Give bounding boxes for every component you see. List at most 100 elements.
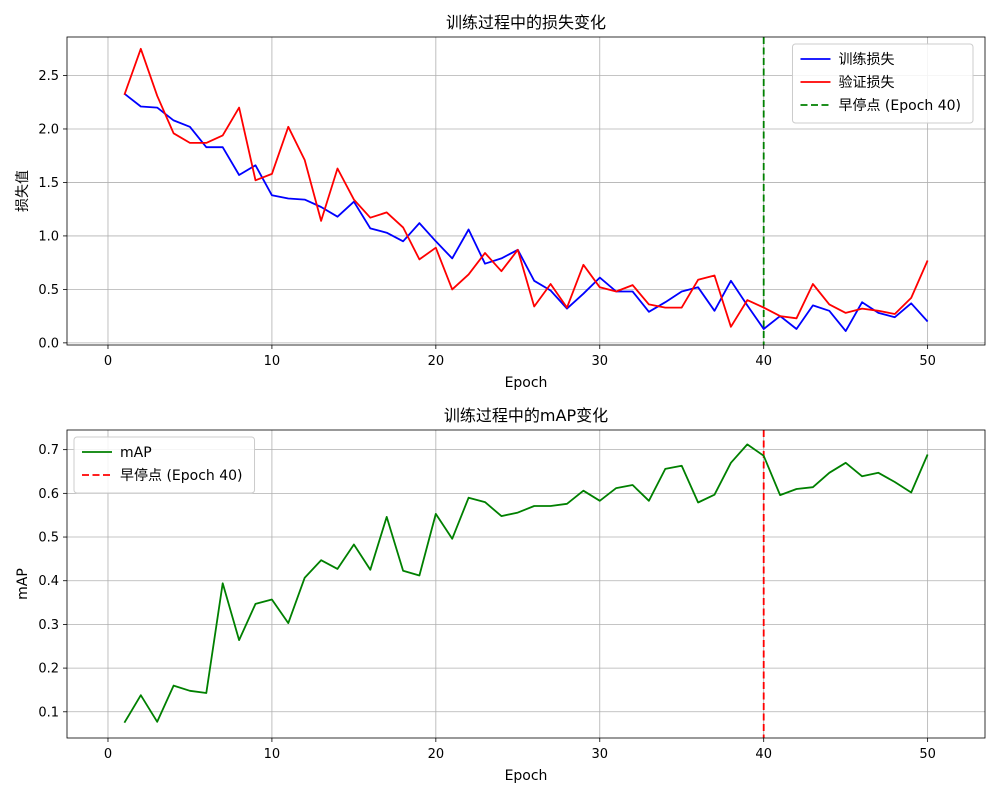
chart-0-series-0-point-49 [926,320,930,324]
chart-0-xlabel: Epoch [505,375,548,391]
chart-0-legend-label-1: 验证损失 [838,75,894,91]
chart-1-series-0-point-20 [450,537,454,541]
chart-0-series-1-point-14 [352,198,356,202]
chart-0-series-1-point-19 [434,246,438,250]
chart-1-series-0-point-40 [778,493,782,497]
chart-1-ytick-label-6: 0.7 [38,443,59,458]
chart-0-ytick-label-3: 1.5 [38,176,59,191]
chart-1-series-0-point-28 [582,489,586,493]
chart-1-series-0-point-24 [516,511,520,515]
chart-0-series-0-point-7 [237,173,241,177]
chart-0-series-1-point-42 [811,282,815,286]
chart-0-series-1-point-37 [729,325,733,329]
chart-0-series-1-point-32 [647,303,651,307]
chart-1-series-0-point-39 [762,454,766,458]
chart-1-xtick-label-0: 0 [104,747,112,762]
chart-0-series-1-point-30 [614,290,618,294]
chart-0-series-0-point-43 [827,309,831,313]
chart-1-series-0-point-0 [123,721,127,725]
chart-1-ytick-label-0: 0.1 [38,705,59,720]
chart-0-series-1-line [123,47,929,328]
chart-1-legend-label-1: 早停点 (Epoch 40) [120,467,243,484]
chart-0-series-1-point-15 [368,216,372,220]
chart-1-series-0-line [123,443,929,724]
chart-1-series-0-point-32 [647,499,651,503]
chart-0-ytick-label-0: 0.0 [38,336,59,351]
chart-1-xtick-label-5: 50 [919,747,936,762]
chart-0-ytick-label-5: 2.5 [38,69,59,84]
chart-1-series-0-point-45 [860,475,864,479]
chart-1-ytick-label-2: 0.3 [38,618,59,633]
chart-0-series-0-point-45 [860,300,864,304]
chart-0-series-1-point-0 [123,93,127,97]
chart-0-series-0-point-19 [434,239,438,243]
chart-0-legend-label-0: 训练损失 [838,52,894,68]
chart-0-series-1-point-7 [237,106,241,110]
chart-0-ytick-label-4: 2.0 [38,122,59,137]
chart-1-ytick-label-3: 0.4 [38,574,59,589]
chart-0-series-0-point-39 [762,327,766,331]
chart-0-series-0-point-29 [598,276,602,280]
chart-0-series-1-point-22 [483,251,487,255]
chart-0-series-1-point-33 [664,306,668,310]
chart-1-series-0-point-9 [270,598,274,602]
chart-0-xtick-label-2: 20 [428,354,445,369]
chart-0-series-0-point-13 [336,215,340,219]
chart-1-series-0-point-29 [598,499,602,503]
chart-0-series-1-point-23 [500,269,504,273]
chart-1-series-0-point-17 [401,569,405,573]
chart-0-series-0-point-2 [155,106,159,110]
chart-1-ytick-label-4: 0.5 [38,531,59,546]
chart-0-series-1-point-16 [385,211,389,215]
chart-0-series-1-point-46 [877,309,881,313]
chart-0-series-1-point-34 [680,306,684,310]
chart-1-series-0-point-13 [336,567,340,571]
chart-1-series-0-point-16 [385,515,389,519]
chart-0-ytick-label-1: 0.5 [38,283,59,298]
chart-0-series-1-point-6 [221,134,225,138]
chart-0-series-0-point-37 [729,279,733,283]
chart-0-series-1-point-12 [319,219,323,223]
chart-1-xtick-label-1: 10 [264,747,281,762]
chart-0-series-1-point-25 [532,305,536,309]
chart-0-series-0-point-1 [139,105,143,109]
chart-1-series-0-point-31 [631,483,635,487]
chart-0-series-1-point-26 [549,282,553,286]
chart-0-series-0-point-9 [270,193,274,197]
chart-1-xtick-label-3: 30 [591,747,608,762]
chart-0-series-1-point-20 [450,288,454,292]
chart-0-series-1-point-10 [287,125,291,129]
chart-1-series-0-point-26 [549,504,553,508]
chart-1-series-0-point-27 [565,502,569,506]
chart-0-series-1-point-8 [254,179,258,183]
chart-0-series-1-point-39 [762,306,766,310]
chart-1-series-0-point-48 [909,491,913,495]
chart-0-series-1-point-27 [565,306,569,310]
chart-0-series-0-point-4 [188,125,192,129]
chart-1-series-0-point-36 [713,493,717,497]
chart-1-series-0-point-19 [434,512,438,516]
chart-1-series-0-point-14 [352,543,356,547]
chart-0-series-0-point-33 [664,300,668,304]
chart-1-xlabel: Epoch [505,768,548,784]
chart-0-series-1-point-21 [467,273,471,277]
chart-0-series-1-point-24 [516,248,520,252]
chart-0-series-1-point-40 [778,314,782,318]
chart-1-title: 训练过程中的mAP变化 [444,406,608,425]
chart-1-legend: mAP 早停点 (Epoch 40) [73,436,256,494]
chart-1-series-0-point-38 [746,443,750,447]
chart-1-legend-box [73,436,256,494]
chart-1-series-0-point-47 [893,480,897,484]
chart-0-series-1-point-2 [155,94,159,98]
chart-0-series-0-point-35 [696,285,700,289]
chart-0-series-0-point-12 [319,205,323,209]
chart-1-series-0-point-33 [664,467,668,471]
chart-0-series-0-point-41 [795,327,799,331]
chart-0-series-1-point-28 [582,263,586,267]
chart-0-series-0-point-15 [368,227,372,231]
chart-0-series-1-point-45 [860,307,864,311]
chart-1-series-0-point-11 [303,576,307,580]
chart-0-series-1-point-9 [270,172,274,176]
chart-0-series-0-point-5 [205,145,209,149]
chart-1-series-0-point-18 [418,574,422,578]
